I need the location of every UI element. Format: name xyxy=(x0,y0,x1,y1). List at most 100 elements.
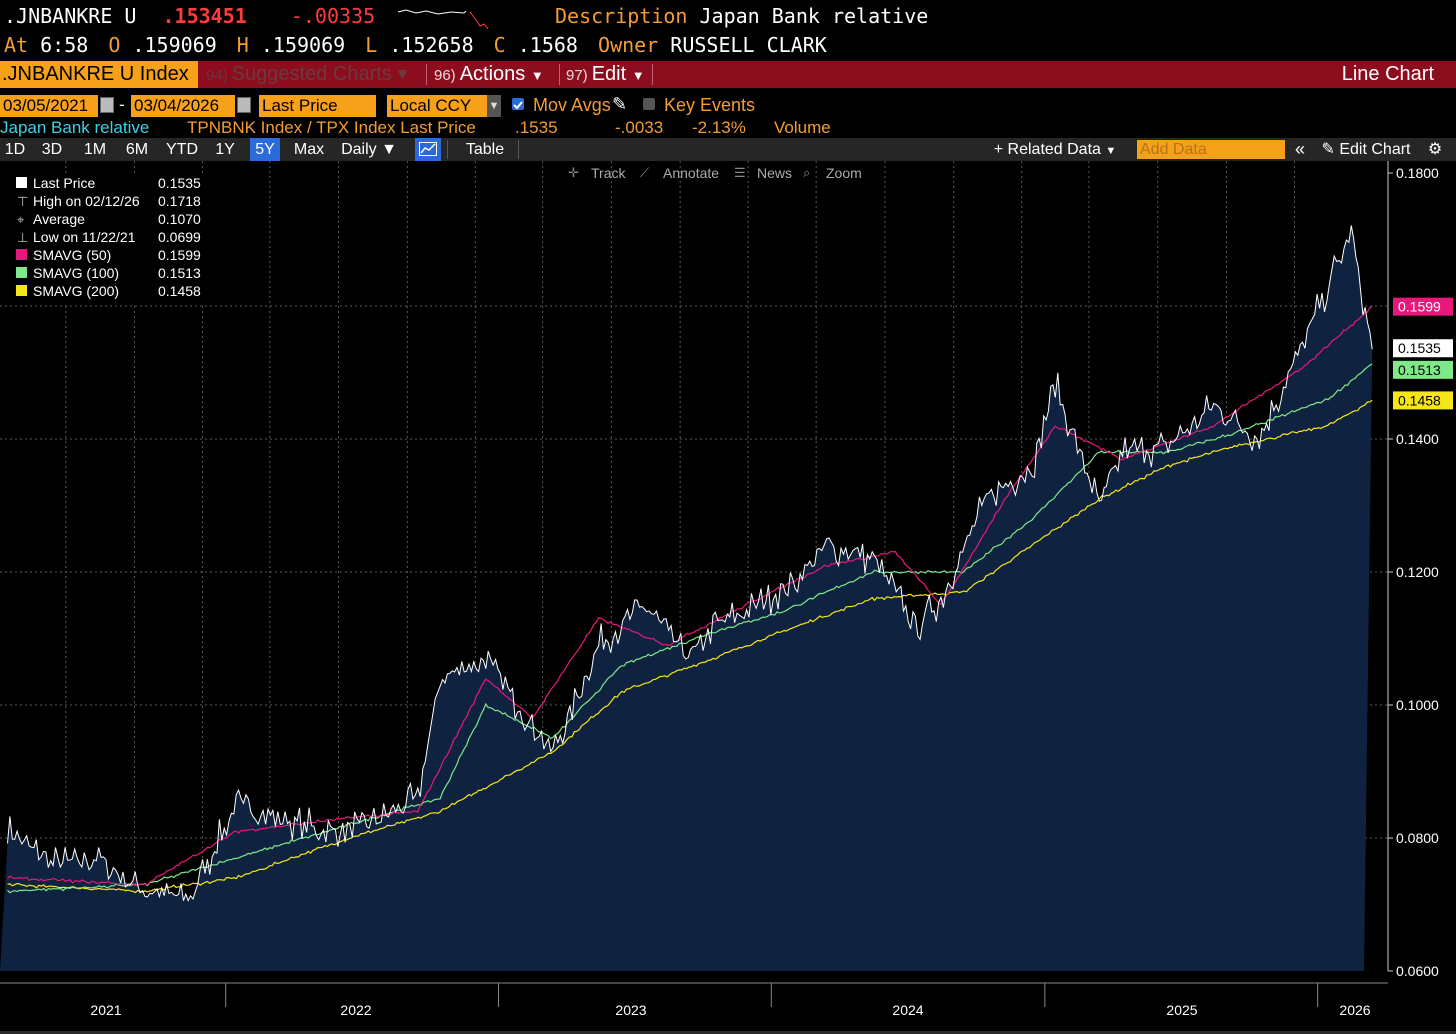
sparkline-icon xyxy=(397,9,489,30)
chevron-down-icon[interactable]: ▼ xyxy=(487,95,501,117)
related-data-menu[interactable]: + Related Data ▼ xyxy=(988,138,1122,161)
chart-tool-news: News xyxy=(757,165,792,181)
chart-tool-icon: ⌕ xyxy=(803,165,810,180)
period-toolbar: 1D 3D 1M 6M YTD 1Y 5Y Max Daily ▼ Table + Relat… xyxy=(0,138,1456,161)
period-button-ytd[interactable]: YTD xyxy=(166,141,198,158)
chevron-down-icon: ▼ xyxy=(631,68,645,83)
edit-menu[interactable]: 97) Edit ▼ xyxy=(566,61,645,88)
period-button-1m[interactable]: 1M xyxy=(83,141,107,158)
chart-type-label[interactable]: Line Chart xyxy=(1341,63,1434,85)
menu-divider xyxy=(559,64,560,85)
edit-chart-button[interactable]: ✎ Edit Chart xyxy=(1316,138,1416,161)
price-label-box xyxy=(1393,391,1453,410)
x-tick-label: 2026 xyxy=(1339,1002,1370,1018)
header-ohlc-row: At 6:58 O .159069 H .159069 L .152658 C … xyxy=(4,33,827,57)
suggested-charts-label: Suggested Charts xyxy=(231,63,392,85)
legend-label: SMAVG (100) xyxy=(33,265,119,281)
price-area-fill xyxy=(0,225,1373,971)
chart-tool-icon: ✛ xyxy=(568,165,579,180)
description-value: Japan Bank relative xyxy=(699,4,929,28)
series-name: Japan Bank relative xyxy=(0,118,150,137)
x-tick-label: 2025 xyxy=(1166,1002,1197,1018)
sma50-line xyxy=(7,306,1373,887)
menu-divider xyxy=(426,64,427,85)
price-label-text: 0.1599 xyxy=(1398,299,1441,315)
ticker-field[interactable]: .JNBANKRE U Index xyxy=(0,61,198,88)
collapse-icon[interactable]: « xyxy=(1294,139,1305,159)
period-button-1y[interactable]: 1Y xyxy=(215,141,235,158)
series-change: -.0033 xyxy=(615,118,664,137)
calendar-icon[interactable] xyxy=(237,97,251,113)
legend-marker-icon: ⊥ xyxy=(17,230,28,245)
close-value: .1568 xyxy=(517,33,578,57)
series-last: .1535 xyxy=(515,118,558,137)
chart-legend: Last Price 0.1535 ⊤ High on 02/12/26 0.1718 ⌖… xyxy=(0,173,208,305)
edit-label: Edit xyxy=(591,63,627,85)
x-tick-label: 2024 xyxy=(892,1002,923,1018)
high-value: .159069 xyxy=(260,33,346,57)
price-change: -.00335 xyxy=(290,4,376,28)
add-data-input[interactable]: Add Data xyxy=(1137,140,1285,159)
end-date-field[interactable]: 03/04/2026 xyxy=(131,95,235,117)
legend-value: 0.1070 xyxy=(158,211,201,227)
calendar-icon[interactable] xyxy=(100,97,114,113)
ticker-symbol[interactable]: .JNBANKRE U xyxy=(4,4,137,28)
description: Description Japan Bank relative xyxy=(555,4,928,28)
mov-avgs-label: Mov Avgs xyxy=(533,95,611,115)
quote-time: 6:58 xyxy=(40,33,89,57)
chevron-down-icon: ▾ xyxy=(397,63,408,85)
toolbar-divider xyxy=(518,140,519,159)
header-quote-row: .JNBANKRE U .153451 -.00335 xyxy=(4,4,375,32)
legend-value: 0.1535 xyxy=(158,175,201,191)
x-tick-label: 2023 xyxy=(615,1002,646,1018)
legend-marker-icon: ⊤ xyxy=(17,194,28,209)
legend-swatch xyxy=(16,267,27,278)
actions-menu[interactable]: 96) Actions ▼ xyxy=(434,61,544,88)
chart-tool-zoom: Zoom xyxy=(826,165,862,181)
legend-value: 0.1513 xyxy=(158,265,201,281)
legend-value: 0.1599 xyxy=(158,247,201,263)
edit-chart-label: Edit Chart xyxy=(1339,141,1411,158)
period-button-3d[interactable]: 3D xyxy=(41,141,63,158)
key-events-checkbox[interactable] xyxy=(643,98,655,110)
price-label-text: 0.1513 xyxy=(1398,362,1441,378)
suggested-charts-menu[interactable]: 94) Suggested Charts ▾ xyxy=(206,61,407,88)
pencil-icon[interactable]: ✎ xyxy=(612,94,628,114)
description-label: Description xyxy=(555,4,688,28)
chart-tool-track: Track xyxy=(591,165,626,181)
period-button-max[interactable]: Max xyxy=(293,141,325,158)
frequency-select[interactable]: Daily ▼ xyxy=(333,138,405,161)
y-tick-label: 0.1400 xyxy=(1396,431,1439,447)
period-button-6m[interactable]: 6M xyxy=(125,141,149,158)
legend-value: 0.0699 xyxy=(158,229,201,245)
price-chart[interactable]: 0.0600 0.0800 0.1000 0.1200 0.1400 0.1800 202… xyxy=(0,161,1456,1034)
table-button[interactable]: Table xyxy=(465,141,505,158)
legend-label: Average xyxy=(33,211,85,227)
y-tick-label: 0.1000 xyxy=(1396,697,1439,713)
plus-icon: + xyxy=(993,141,1008,158)
period-button-1d[interactable]: 1D xyxy=(4,141,26,158)
legend-label: SMAVG (50) xyxy=(33,247,111,263)
menu-bar: .JNBANKRE U Index 94) Suggested Charts ▾ … xyxy=(0,61,1456,88)
chevron-down-icon: ▼ xyxy=(530,68,544,83)
chart-tool-icon: ⟋ xyxy=(640,165,650,180)
legend-label: Low on 11/22/21 xyxy=(33,229,136,245)
line-chart-icon[interactable] xyxy=(415,138,441,161)
volume-label[interactable]: Volume xyxy=(774,118,831,137)
bottom-scrollbar xyxy=(0,1031,1456,1034)
price-labels: 0.1599 0.1535 0.1513 0.1458 xyxy=(1393,297,1453,410)
legend-value: 0.1718 xyxy=(158,193,201,209)
price-field-select[interactable]: Last Price xyxy=(259,95,376,117)
start-date-field[interactable]: 03/05/2021 xyxy=(0,95,98,117)
sma100-line xyxy=(7,363,1373,894)
legend-swatch xyxy=(16,285,27,296)
x-axis-band xyxy=(0,977,1456,1034)
actions-number: 96) xyxy=(434,67,456,84)
period-button-5y[interactable]: 5Y xyxy=(250,138,280,161)
mov-avgs-checkbox[interactable] xyxy=(512,98,524,110)
open-label: O xyxy=(108,33,121,57)
legend-value: 0.1458 xyxy=(158,283,201,299)
currency-select[interactable]: Local CCY xyxy=(387,95,487,117)
legend-label: High on 02/12/26 xyxy=(33,193,140,209)
gear-icon[interactable]: ⚙ xyxy=(1427,141,1443,158)
